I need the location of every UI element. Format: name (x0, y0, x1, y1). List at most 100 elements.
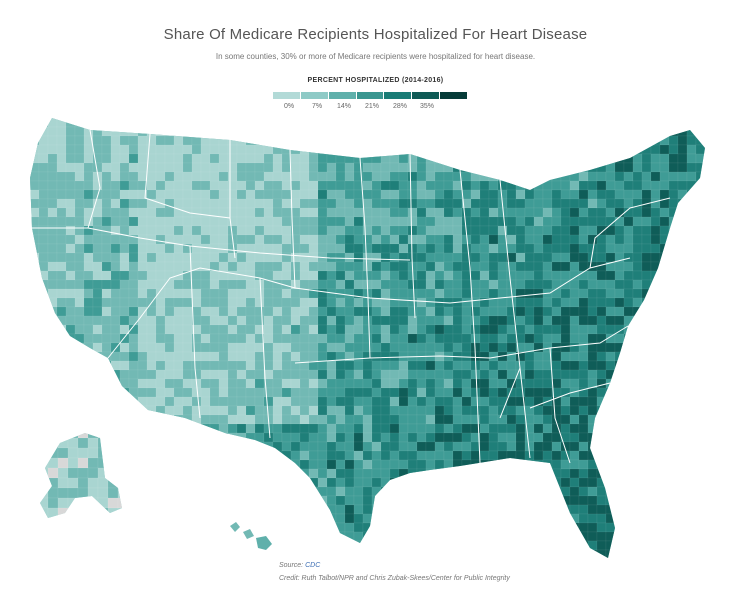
county (452, 252, 463, 263)
county (452, 207, 463, 218)
county (182, 531, 193, 542)
county (668, 405, 679, 416)
county (164, 459, 175, 470)
county (326, 243, 337, 254)
county (605, 459, 616, 470)
county (641, 207, 652, 218)
county (47, 378, 58, 389)
county (398, 243, 409, 254)
county (677, 279, 688, 290)
county (425, 261, 436, 272)
county (686, 405, 697, 416)
county (425, 135, 436, 146)
county (335, 459, 346, 470)
county (668, 396, 679, 407)
county (695, 180, 705, 191)
county (524, 396, 535, 407)
county (596, 450, 607, 461)
county (335, 333, 346, 344)
county (173, 252, 184, 263)
county (254, 513, 265, 524)
county (326, 513, 337, 524)
county (272, 306, 283, 317)
county (83, 333, 94, 344)
county (56, 396, 67, 407)
county (344, 360, 355, 371)
county (38, 225, 49, 236)
borough (117, 487, 122, 499)
county (128, 252, 139, 263)
county (524, 144, 535, 155)
county (641, 540, 652, 551)
source-link[interactable]: CDC (305, 562, 321, 569)
county (317, 369, 328, 380)
county (65, 270, 76, 281)
county (30, 225, 40, 236)
county (155, 171, 166, 182)
county (641, 423, 652, 434)
county (533, 324, 544, 335)
county (335, 450, 346, 461)
county (470, 153, 481, 164)
county (389, 378, 400, 389)
county (605, 153, 616, 164)
county (47, 279, 58, 290)
county (542, 225, 553, 236)
source-label: Source: (279, 562, 304, 569)
county (74, 297, 85, 308)
county (362, 198, 373, 209)
county (317, 333, 328, 344)
county (452, 450, 463, 461)
county (614, 504, 625, 515)
county (200, 198, 211, 209)
county (497, 162, 508, 173)
borough (77, 477, 89, 489)
county (227, 225, 238, 236)
county (479, 288, 490, 299)
county (56, 126, 67, 137)
county (479, 162, 490, 173)
county (137, 243, 148, 254)
county (416, 414, 427, 425)
county (245, 288, 256, 299)
county (200, 171, 211, 182)
county (164, 522, 175, 533)
county (47, 405, 58, 416)
county (623, 126, 634, 137)
county (146, 162, 157, 173)
county (425, 459, 436, 470)
county (227, 342, 238, 353)
county (425, 252, 436, 263)
county (695, 153, 705, 164)
county (479, 450, 490, 461)
borough (77, 517, 89, 518)
county (155, 459, 166, 470)
county (74, 378, 85, 389)
county (668, 198, 679, 209)
county (47, 243, 58, 254)
county (182, 135, 193, 146)
county (605, 118, 616, 128)
county (461, 297, 472, 308)
county (110, 243, 121, 254)
county (551, 495, 562, 506)
county (326, 225, 337, 236)
county (173, 540, 184, 551)
county (254, 414, 265, 425)
county (155, 333, 166, 344)
county (137, 234, 148, 245)
county (659, 405, 670, 416)
county (524, 306, 535, 317)
county (569, 531, 580, 542)
county (119, 180, 130, 191)
county (560, 198, 571, 209)
county (191, 486, 202, 497)
county (488, 378, 499, 389)
county (146, 441, 157, 452)
county (434, 162, 445, 173)
county (623, 432, 634, 443)
county (200, 540, 211, 551)
county (668, 369, 679, 380)
county (704, 252, 705, 263)
county (353, 513, 364, 524)
